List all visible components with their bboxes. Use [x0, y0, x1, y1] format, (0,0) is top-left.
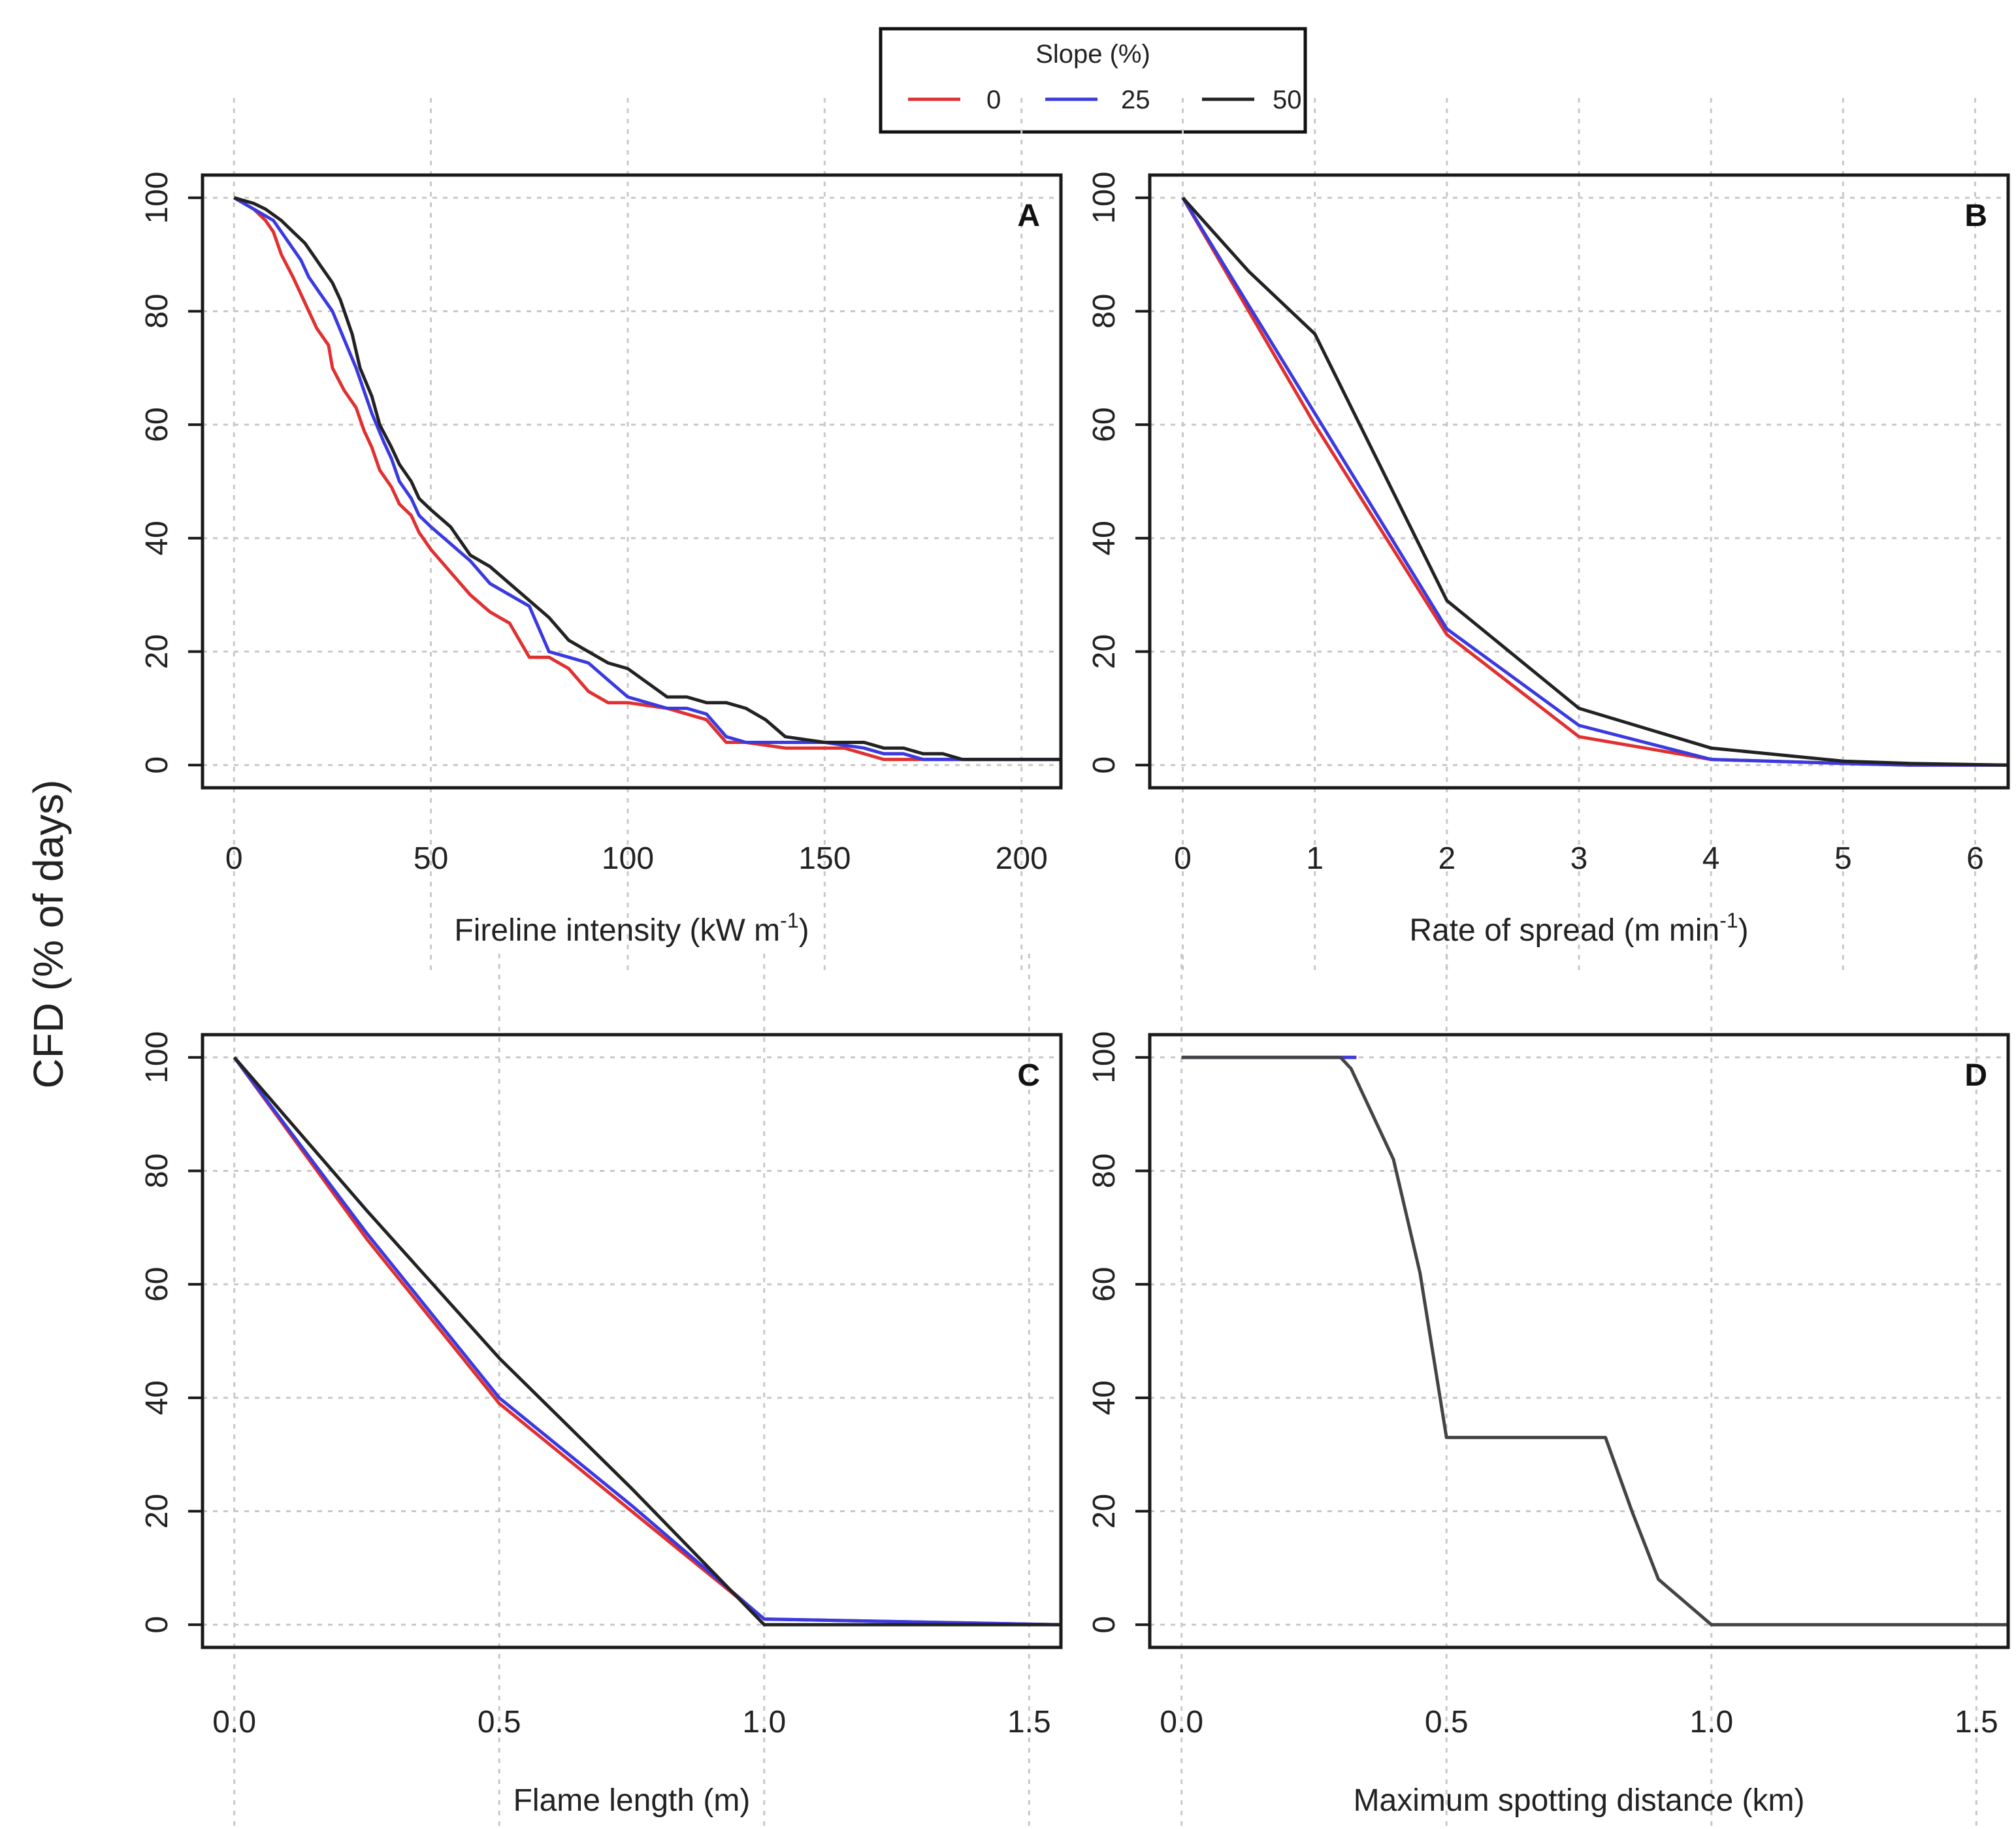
panel-a-series-50 — [233, 196, 1061, 762]
panel-b-ytick-label: 100 — [1087, 172, 1122, 224]
panel-d-xtick-label: 0.0 — [1160, 1705, 1203, 1740]
legend-label-25: 25 — [1121, 86, 1150, 114]
panel-b-ytick-label: 40 — [1087, 521, 1122, 555]
panel-c-xtick-label: 0.0 — [212, 1705, 256, 1740]
panel-c-xtick-label: 1.0 — [742, 1705, 786, 1740]
legend-title: Slope (%) — [1035, 40, 1150, 69]
panel-a-ytick-label: 80 — [140, 294, 174, 329]
panel-b-series-50 — [1181, 197, 2009, 767]
panel-d-ytick-label: 20 — [1087, 1494, 1122, 1529]
panel-b-xtick-label: 3 — [1570, 841, 1588, 876]
panel-a-letter: A — [1017, 199, 1040, 233]
panel-d-xtick-label: 1.5 — [1955, 1705, 1998, 1740]
panel-d-ytick-label: 80 — [1087, 1154, 1122, 1188]
panel-b-x-axis-title: Rate of spread (m min-1) — [1409, 909, 1748, 948]
panel-b-ytick-label: 80 — [1087, 294, 1122, 329]
panel-c-ytick-label: 0 — [140, 1616, 174, 1634]
panel-b-frame — [1148, 173, 2010, 790]
panel-c-letter: C — [1017, 1058, 1040, 1093]
panel-c-ytick-label: 80 — [140, 1154, 174, 1188]
panel-b-x-axis-title-main: Rate of spread (m min — [1409, 913, 1719, 948]
panel-c-ytick-label: 100 — [140, 1031, 174, 1084]
panel-a-ytick-label: 60 — [140, 407, 174, 442]
panel-d: 0 20 40 60 80 100 0.0 0.5 1.0 1.5 Maximum spotting… — [1087, 954, 2010, 1829]
panel-c-x-axis-title: Flame length (m) — [513, 1783, 751, 1818]
panel-b-xtick-label: 2 — [1438, 841, 1455, 876]
panel-a-ytick-label: 0 — [140, 756, 174, 774]
panel-d-series-50 — [1181, 1056, 2008, 1627]
panel-a-ytick-label: 40 — [140, 521, 174, 555]
panel-a-ytick-label: 100 — [140, 172, 174, 224]
panel-d-frame — [1148, 1033, 2010, 1649]
panel-a-x-axis-title-tail: ) — [799, 913, 809, 948]
panel-c-x-axis-title-main: Flame length (m) — [513, 1783, 751, 1818]
panel-a-xtick-label: 150 — [798, 841, 851, 876]
panel-a-x-axis-title: Fireline intensity (kW m-1) — [454, 909, 809, 948]
panel-b-xtick-label: 1 — [1306, 841, 1324, 876]
panel-a-frame — [201, 173, 1063, 790]
panel-d-xtick-label: 0.5 — [1425, 1705, 1469, 1740]
panel-d-ytick-label: 60 — [1087, 1267, 1122, 1301]
panel-c-xtick-label: 1.5 — [1007, 1705, 1051, 1740]
panel-d-ytick-label: 40 — [1087, 1380, 1122, 1415]
panel-a: 0 20 40 60 80 100 0 50 100 150 200 Fireline intensi… — [140, 98, 1063, 973]
panel-b-series-0 — [1181, 197, 2008, 767]
panel-b-x-axis-title-tail: ) — [1738, 913, 1749, 948]
panel-d-x-axis-title: Maximum spotting distance (km) — [1354, 1783, 1805, 1818]
panel-b-x-axis-title-sup: -1 — [1719, 909, 1738, 932]
panel-d-ytick-label: 100 — [1087, 1031, 1122, 1084]
panel-d-x-axis-title-main: Maximum spotting distance (km) — [1354, 1783, 1805, 1818]
panel-a-x-axis-title-main: Fireline intensity (kW m — [454, 913, 780, 948]
panel-d-xtick-label: 1.0 — [1689, 1705, 1733, 1740]
panel-c-xtick-label: 0.5 — [478, 1705, 521, 1740]
panel-a-xtick-label: 200 — [996, 841, 1048, 876]
legend-label-50: 50 — [1273, 86, 1302, 114]
legend-box — [879, 27, 1307, 134]
panel-b-xtick-label: 4 — [1702, 841, 1720, 876]
panel-a-series-25 — [233, 196, 1061, 762]
panel-a-xtick-label: 50 — [414, 841, 448, 876]
panel-a-xtick-label: 100 — [602, 841, 654, 876]
panel-b-letter: B — [1964, 199, 1987, 233]
panel-b-ytick-label: 60 — [1087, 407, 1122, 442]
panel-c-series-50 — [233, 1056, 1061, 1627]
panel-a-xtick-label: 0 — [225, 841, 243, 876]
panel-b-xtick-label: 6 — [1966, 841, 1984, 876]
panel-b-series-25 — [1181, 197, 2008, 767]
panel-c: 0 20 40 60 80 100 0.0 0.5 1.0 1.5 Flame length (m)… — [140, 954, 1063, 1829]
panel-c-series-25 — [233, 1056, 1062, 1627]
legend: Slope (%) 0 25 50 — [879, 27, 1307, 134]
panel-d-letter: D — [1964, 1058, 1987, 1093]
panel-a-ytick-label: 20 — [140, 634, 174, 669]
legend-label-0: 0 — [986, 86, 1001, 114]
panel-b-ytick-label: 0 — [1087, 756, 1122, 774]
panel-c-series-0 — [233, 1056, 1062, 1627]
panel-a-series-0 — [233, 196, 1061, 762]
panel-b-xtick-label: 0 — [1174, 841, 1192, 876]
panel-c-ytick-label: 40 — [140, 1380, 174, 1415]
panel-d-ytick-label: 0 — [1087, 1616, 1122, 1634]
y-axis-label: CFD (% of days) — [25, 780, 72, 1089]
panel-c-frame — [201, 1033, 1063, 1649]
panel-a-x-axis-title-sup: -1 — [780, 909, 798, 932]
panel-b: 0 20 40 60 80 100 0 1 2 3 4 5 6 Rate of spread (m min… — [1087, 98, 2010, 973]
panel-b-ytick-label: 20 — [1087, 634, 1122, 669]
panel-c-ytick-label: 20 — [140, 1494, 174, 1529]
panel-b-xtick-label: 5 — [1834, 841, 1852, 876]
panel-c-ytick-label: 60 — [140, 1267, 174, 1301]
